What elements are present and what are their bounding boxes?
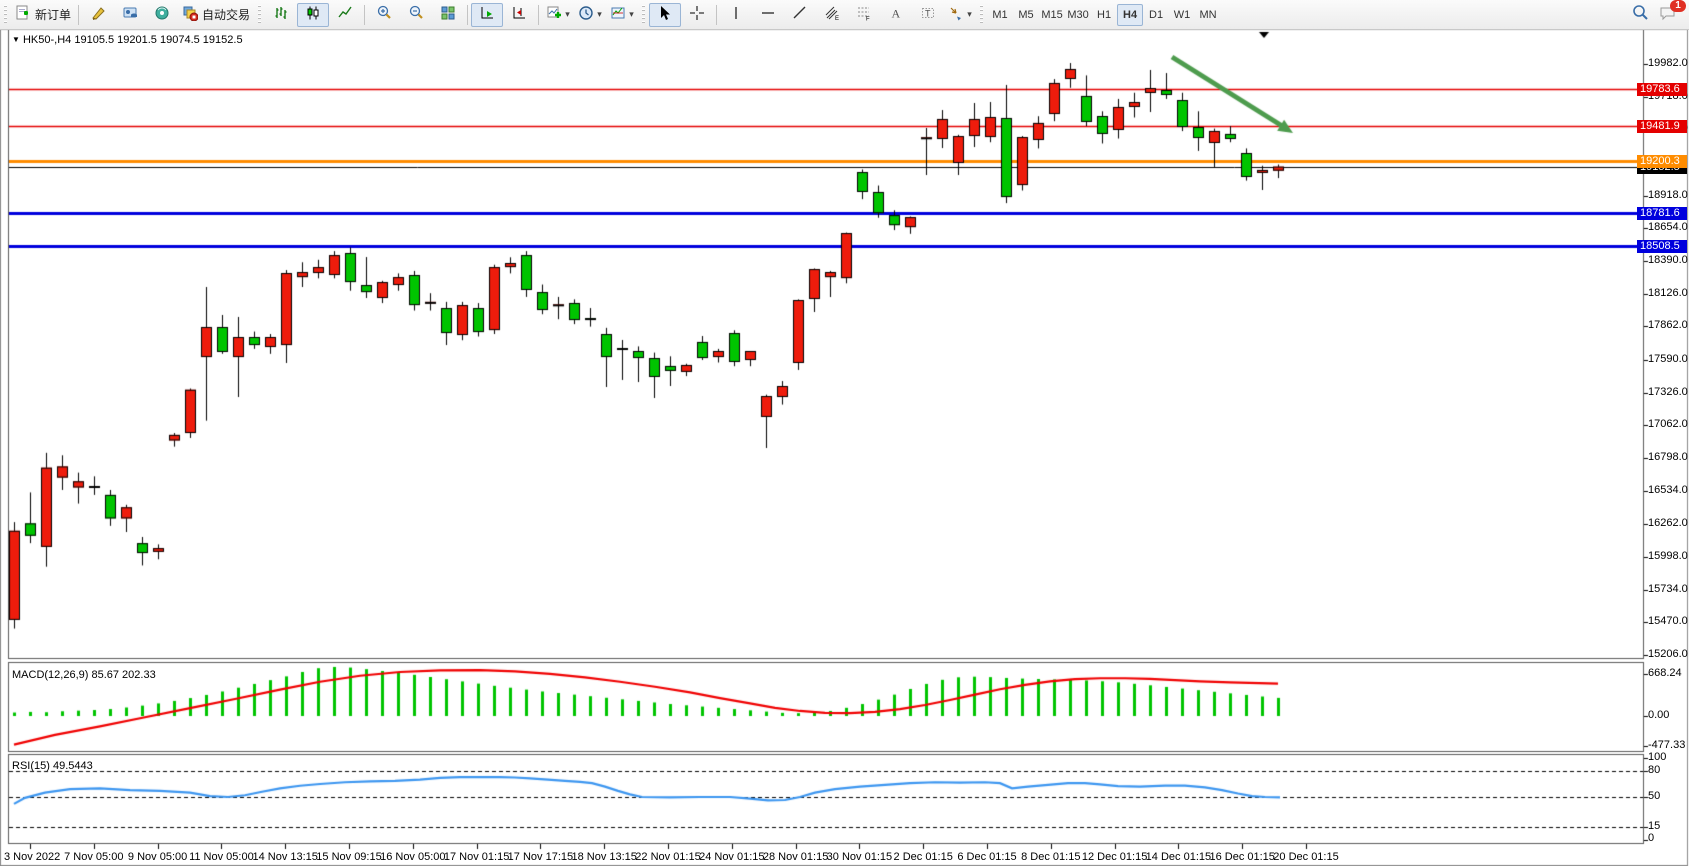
trendline-button[interactable] (784, 3, 816, 27)
crayon-icon (90, 5, 106, 24)
separator (716, 4, 718, 25)
autotrading-button[interactable]: 自动交易 (178, 3, 254, 27)
timeframe-h1[interactable]: H1 (1097, 8, 1112, 21)
candlestick-chart-button[interactable] (297, 2, 330, 27)
toolbar-grip[interactable] (978, 4, 986, 25)
zoom-in-button[interactable] (368, 3, 400, 27)
vertical-line-icon (728, 5, 744, 24)
svg-text:T: T (925, 9, 931, 19)
trendline-icon (792, 5, 808, 24)
timeframe-mn[interactable]: MN (1199, 8, 1217, 21)
autotrading-icon (182, 5, 199, 24)
zoom-out-icon (408, 5, 424, 24)
chart-shift-button[interactable] (503, 3, 535, 27)
separator (78, 4, 80, 25)
signal-button[interactable] (146, 3, 178, 27)
timeframe-m15[interactable]: M15 (1041, 8, 1063, 21)
tile-windows-button[interactable] (432, 3, 464, 27)
arrows-icon (948, 5, 964, 24)
timeframe-w1[interactable]: W1 (1173, 8, 1191, 21)
timeframe-d1[interactable]: D1 (1149, 8, 1164, 21)
separator (538, 4, 540, 25)
equidistant-channel-icon: E (824, 5, 840, 24)
new-order-label: 新订单 (35, 8, 72, 22)
equidistant-channel-button[interactable]: E (816, 3, 848, 27)
svg-text:F: F (866, 17, 870, 22)
chevron-down-icon: ▾ (629, 9, 634, 19)
market-watch-button[interactable] (114, 3, 146, 27)
timeframe-m1[interactable]: M1 (992, 8, 1008, 21)
line-chart-icon (337, 5, 353, 24)
svg-text:A: A (892, 7, 901, 21)
bar-chart-icon (273, 5, 289, 24)
cursor-button[interactable] (649, 2, 682, 27)
cursor-icon (657, 5, 673, 24)
text-label-button[interactable]: T (912, 3, 944, 27)
toolbar-grip[interactable] (256, 4, 264, 25)
chart-window: ▼ HK50-,H4 19105.5 19201.5 19074.5 19152… (0, 29, 1689, 866)
text-button[interactable]: A (880, 3, 912, 27)
toolbar: 新订单 自动交易 ▾ ▾ ▾ E F (0, 0, 1689, 30)
periods-button[interactable]: ▾ (574, 3, 606, 27)
timeframe-strip: M1 M5 M15 M30 H1 H4 D1 W1 MN (987, 3, 1221, 26)
tile-windows-icon (440, 5, 456, 24)
horizontal-line-icon (760, 5, 776, 24)
fibonacci-icon: F (856, 5, 872, 24)
candlestick-chart-icon (305, 5, 321, 24)
line-chart-button[interactable] (329, 3, 361, 27)
zoom-out-button[interactable] (400, 3, 432, 27)
periods-icon (578, 5, 594, 24)
templates-button[interactable]: ▾ (606, 3, 638, 27)
timeframe-h4[interactable]: H4 (1117, 3, 1144, 26)
new-order-button[interactable]: 新订单 (11, 3, 75, 27)
timeframe-m30[interactable]: M30 (1067, 8, 1089, 21)
chevron-down-icon: ▾ (967, 9, 972, 19)
timeframe-m5[interactable]: M5 (1018, 8, 1034, 21)
toolbar-grip[interactable] (640, 4, 648, 25)
zoom-in-icon (376, 5, 392, 24)
horizontal-line-button[interactable] (752, 3, 784, 27)
chart-canvas[interactable] (0, 29, 1689, 866)
autotrading-label: 自动交易 (202, 8, 251, 22)
text-icon: A (888, 5, 904, 24)
svg-text:E: E (835, 16, 839, 21)
search-icon[interactable] (1631, 4, 1649, 25)
separator (467, 4, 469, 25)
separator (364, 4, 366, 25)
chevron-down-icon: ▾ (565, 9, 570, 19)
market-watch-icon (122, 5, 138, 24)
new-order-icon (15, 5, 31, 24)
arrows-button[interactable]: ▾ (944, 3, 976, 27)
toolbar-grip[interactable] (2, 4, 9, 25)
crosshair-button[interactable] (681, 3, 713, 27)
fibonacci-button[interactable]: F (848, 3, 880, 27)
chevron-down-icon: ▾ (597, 9, 602, 19)
notification-badge: 1 (1670, 0, 1686, 12)
crayon-button[interactable] (82, 3, 114, 27)
vertical-line-button[interactable] (720, 3, 752, 27)
notifications-button[interactable]: 1 (1659, 0, 1686, 24)
crosshair-icon (689, 5, 705, 24)
bar-chart-button[interactable] (265, 3, 297, 27)
text-label-icon: T (920, 5, 936, 24)
add-indicator-button[interactable]: ▾ (542, 3, 574, 27)
templates-icon (610, 5, 626, 24)
add-indicator-icon (546, 5, 562, 24)
auto-scroll-icon (479, 5, 495, 24)
signal-icon (154, 5, 170, 24)
chart-shift-icon (511, 5, 527, 24)
auto-scroll-button[interactable] (471, 2, 504, 27)
